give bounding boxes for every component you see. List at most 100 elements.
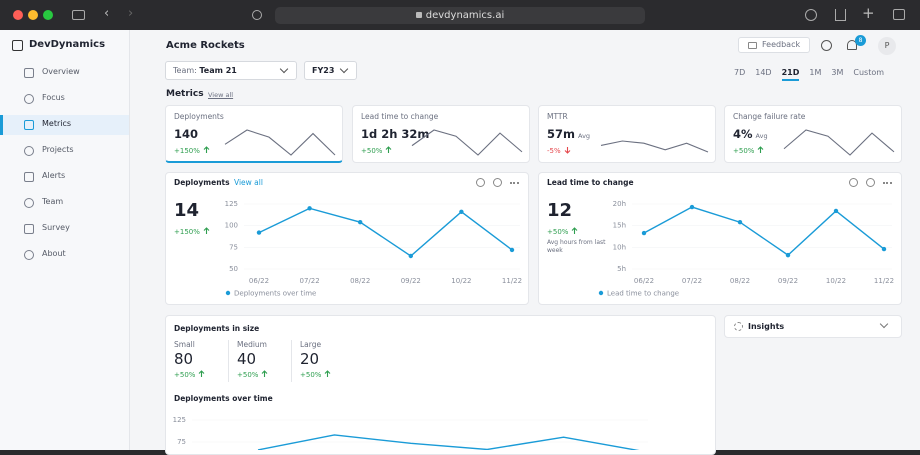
trend-arrow <box>325 370 331 377</box>
insights-card[interactable]: Insights <box>724 315 902 338</box>
year-value: FY23 <box>312 66 335 75</box>
team-label: Team: <box>173 66 197 75</box>
change-value: +50% <box>361 147 383 155</box>
divider <box>228 340 229 382</box>
metric-title: Deployments <box>174 112 224 121</box>
metric-card[interactable]: Deployments 140 +150% <box>165 105 343 163</box>
range-option[interactable]: 3M <box>831 68 844 77</box>
arrow-shape <box>203 146 210 153</box>
change: +50% <box>237 370 268 379</box>
size-label: Small <box>174 340 195 349</box>
minimize-button[interactable] <box>28 10 38 20</box>
card-action[interactable] <box>476 178 485 187</box>
view-all-link[interactable]: View all <box>234 178 263 187</box>
help-button[interactable] <box>821 40 832 51</box>
nav-item[interactable]: Focus <box>0 89 129 109</box>
arrow-shape <box>564 147 571 154</box>
nav-item[interactable]: Projects <box>0 141 129 161</box>
change-value: +50% <box>733 147 755 155</box>
chart-card: Lead time to change 12 +50% Avg hours from … <box>538 172 902 305</box>
trend-arrow <box>262 370 268 377</box>
card-action[interactable] <box>866 178 875 187</box>
metric-card[interactable]: MTTR 57m Avg -5% <box>538 105 716 163</box>
range-option[interactable]: Custom <box>853 68 885 77</box>
new-tab-button[interactable]: + <box>862 4 875 22</box>
metric-value: 4% <box>733 127 753 141</box>
divider <box>291 340 292 382</box>
range-option[interactable]: 1M <box>809 68 822 77</box>
arrow-shape <box>199 370 205 377</box>
nav-item[interactable]: Overview <box>0 63 129 83</box>
brand-logo <box>12 40 23 51</box>
sidebar-toggle[interactable] <box>72 10 85 20</box>
chart-value: 14 <box>174 200 200 221</box>
size-value: 20 <box>300 350 320 368</box>
metric-value-row: 4% Avg <box>733 127 768 141</box>
change-value: +50% <box>174 371 196 379</box>
chart-card: Deployments View all 14 +150% <box>165 172 529 305</box>
change: +50% <box>733 146 764 155</box>
forward-button[interactable]: › <box>128 6 134 21</box>
range-option[interactable]: 21D <box>781 68 800 81</box>
notification-badge: 8 <box>855 35 866 46</box>
change-value: -5% <box>547 147 561 155</box>
range-option[interactable]: 14D <box>755 68 772 77</box>
nav-label: Projects <box>42 145 74 154</box>
metric-card[interactable]: Change failure rate 4% Avg +50% <box>724 105 902 163</box>
feedback-label: Feedback <box>762 40 801 49</box>
maximize-button[interactable] <box>43 10 53 20</box>
chart-title: Lead time to change <box>547 178 634 187</box>
change: +150% <box>174 146 210 155</box>
trend-arrow <box>203 227 210 234</box>
browser-bar: ‹ › devdynamics.ai + <box>0 0 920 30</box>
nav-icon <box>24 146 34 156</box>
trend-arrow <box>199 370 205 377</box>
nav-label: About <box>42 249 66 258</box>
share-button[interactable] <box>835 9 846 21</box>
metric-card[interactable]: Lead time to change 1d 2h 32m +50% <box>352 105 530 163</box>
card-action[interactable] <box>883 182 892 191</box>
card-action[interactable] <box>849 178 858 187</box>
chevron <box>339 64 349 74</box>
change-value: +50% <box>300 371 322 379</box>
nav-label: Survey <box>42 223 70 232</box>
team-dropdown[interactable]: Team: Team 21 <box>165 61 297 80</box>
nav-item[interactable]: Team <box>0 193 129 213</box>
view-all-link[interactable]: View all <box>208 91 234 99</box>
close-button[interactable] <box>13 10 23 20</box>
download-button[interactable] <box>805 9 817 21</box>
avatar[interactable]: P <box>878 37 896 55</box>
size-value: 80 <box>174 350 194 368</box>
nav-icon <box>24 224 34 234</box>
change: +50% <box>361 146 392 155</box>
chevron <box>879 319 889 329</box>
nav-label: Focus <box>42 93 65 102</box>
shield-icon[interactable] <box>252 10 262 20</box>
team-value: Team 21 <box>199 66 237 75</box>
brand-name: DevDynamics <box>29 39 106 50</box>
address-bar[interactable]: devdynamics.ai <box>275 7 645 24</box>
metric-value: 140 <box>174 127 199 141</box>
chevron <box>279 64 289 74</box>
change-value: +50% <box>547 228 569 236</box>
nav-icon <box>24 94 34 104</box>
time-range: 7D 14D 21D 1M 3M Custom <box>734 68 884 82</box>
nav-label: Alerts <box>42 171 66 180</box>
change-value: +150% <box>174 147 200 155</box>
back-button[interactable]: ‹ <box>104 6 110 21</box>
nav-item[interactable]: Survey <box>0 219 129 239</box>
change: +50% <box>174 370 205 379</box>
range-option[interactable]: 7D <box>734 68 746 77</box>
nav-item[interactable]: About <box>0 245 129 265</box>
nav-label: Team <box>42 197 64 206</box>
trend-arrow <box>203 146 210 153</box>
nav-label: Overview <box>42 67 80 76</box>
feedback-button[interactable]: Feedback <box>738 37 810 53</box>
card-action[interactable] <box>510 182 519 191</box>
nav-item[interactable]: Metrics <box>0 115 129 135</box>
nav-item[interactable]: Alerts <box>0 167 129 187</box>
year-dropdown[interactable]: FY23 <box>304 61 357 80</box>
tabs-button[interactable] <box>893 9 905 20</box>
card-action[interactable] <box>493 178 502 187</box>
nav-icon <box>24 198 34 208</box>
